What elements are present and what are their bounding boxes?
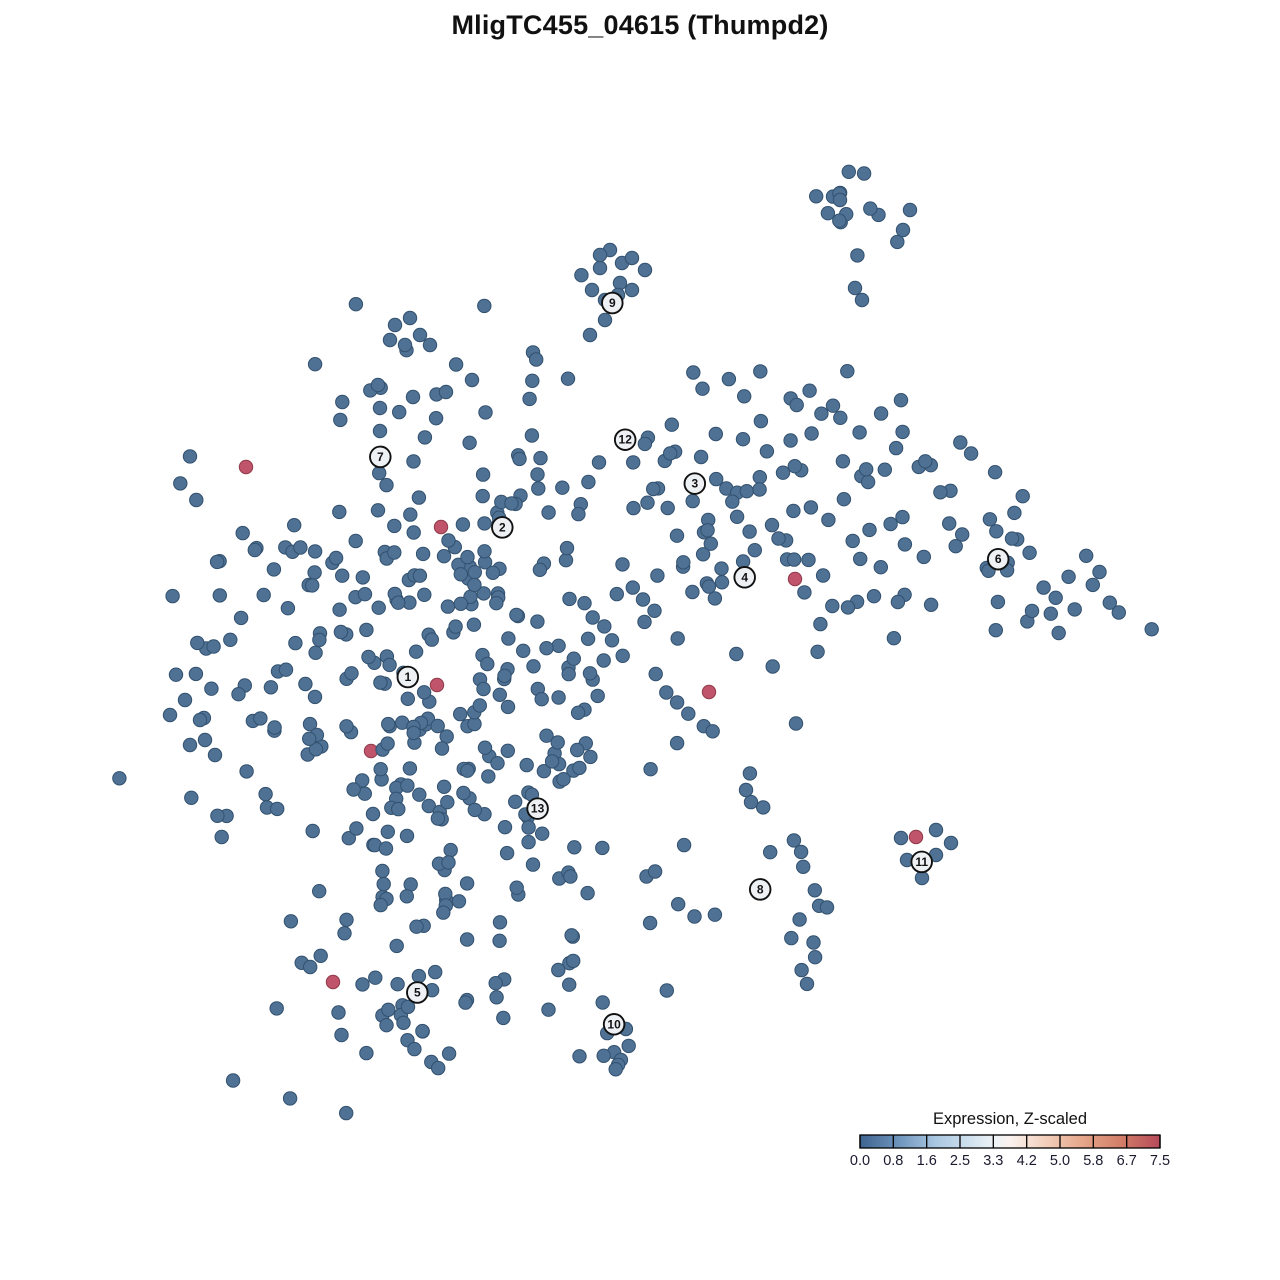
svg-text:1.6: 1.6	[917, 1153, 937, 1169]
svg-text:0.0: 0.0	[850, 1153, 870, 1169]
svg-text:4: 4	[741, 570, 748, 584]
svg-text:11: 11	[915, 855, 928, 869]
svg-text:3.3: 3.3	[983, 1153, 1003, 1169]
svg-text:7.5: 7.5	[1150, 1153, 1170, 1169]
svg-text:Expression, Z-scaled: Expression, Z-scaled	[933, 1110, 1087, 1128]
svg-text:2.5: 2.5	[950, 1153, 970, 1169]
svg-text:12: 12	[619, 433, 633, 447]
svg-text:7: 7	[377, 450, 384, 464]
svg-text:13: 13	[531, 802, 545, 816]
svg-text:5.8: 5.8	[1083, 1153, 1103, 1169]
svg-text:6.7: 6.7	[1117, 1153, 1137, 1169]
svg-text:10: 10	[607, 1017, 621, 1031]
svg-text:8: 8	[757, 882, 764, 896]
svg-text:3: 3	[691, 477, 698, 491]
svg-text:1: 1	[404, 670, 411, 684]
svg-text:6: 6	[995, 552, 1002, 566]
svg-text:4.2: 4.2	[1017, 1153, 1037, 1169]
svg-text:5.0: 5.0	[1050, 1153, 1070, 1169]
svg-text:5: 5	[414, 986, 421, 1000]
svg-text:9: 9	[609, 296, 616, 310]
svg-text:0.8: 0.8	[883, 1153, 903, 1169]
svg-text:2: 2	[499, 520, 506, 534]
